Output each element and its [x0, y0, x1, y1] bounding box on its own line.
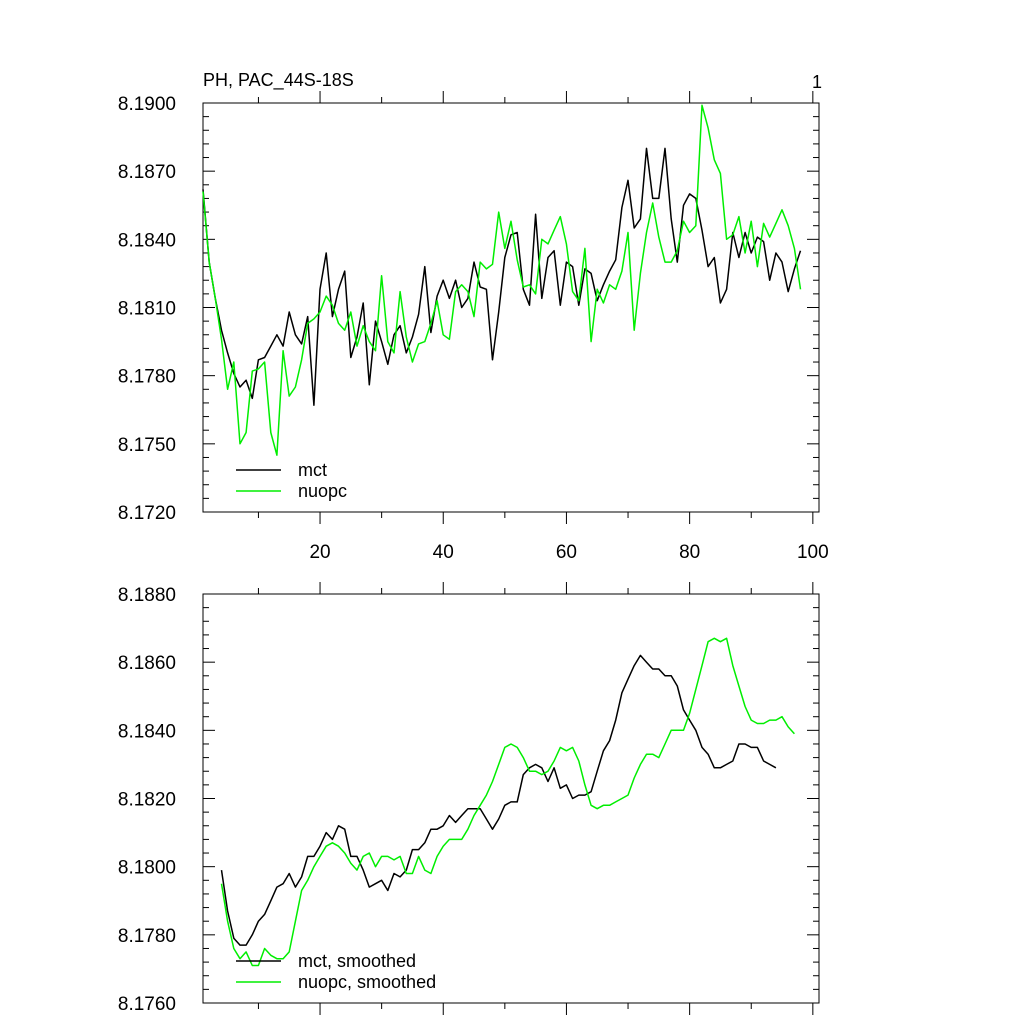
y-tick-label: 8.1720 [118, 503, 176, 524]
series-line-nuopc-smoothed [220, 637, 795, 967]
legend-label-1: nuopc [298, 481, 347, 501]
series-line-nuopc [202, 104, 802, 456]
y-tick-label: 8.1800 [118, 858, 176, 879]
legend-label-0: mct [298, 460, 327, 480]
y-tick-label: 8.1760 [118, 994, 176, 1015]
y-tick-label: 8.1780 [118, 367, 176, 388]
y-tick-label: 8.1870 [118, 162, 176, 183]
legend-label-1: nuopc, smoothed [298, 972, 436, 992]
plot-frame-1 [202, 593, 820, 1004]
x-tick-label: 40 [433, 542, 454, 563]
chart-title: PH, PAC_44S-18S [203, 70, 354, 91]
series-line-mct-smoothed [220, 654, 777, 946]
y-tick-label: 8.1880 [118, 585, 176, 606]
y-tick-label: 8.1820 [118, 790, 176, 811]
plot-frame-0 [202, 102, 820, 513]
y-tick-label: 8.1810 [118, 299, 176, 320]
y-tick-label: 8.1750 [118, 435, 176, 456]
x-tick-label: 100 [797, 542, 829, 563]
y-tick-label: 8.1860 [118, 653, 176, 674]
bottom-panel: 8.1760 8.1780 8.1800 8.1820 8.1840 8.1860 8.18… [118, 582, 820, 1015]
top-panel: 8.1720 8.1750 8.1780 8.1810 8.1840 8.1870 8.19… [118, 91, 829, 563]
y-tick-label: 8.1840 [118, 230, 176, 251]
x-tick-label: 80 [679, 542, 700, 563]
series-line-mct [202, 147, 802, 406]
y-tick-label: 8.1840 [118, 721, 176, 742]
legend-label-0: mct, smoothed [298, 951, 416, 971]
x-tick-label: 60 [556, 542, 577, 563]
y-tick-label: 8.1900 [118, 94, 176, 115]
panel-number: 1 [812, 72, 822, 92]
x-tick-label: 20 [309, 542, 330, 563]
y-tick-label: 8.1780 [118, 926, 176, 947]
